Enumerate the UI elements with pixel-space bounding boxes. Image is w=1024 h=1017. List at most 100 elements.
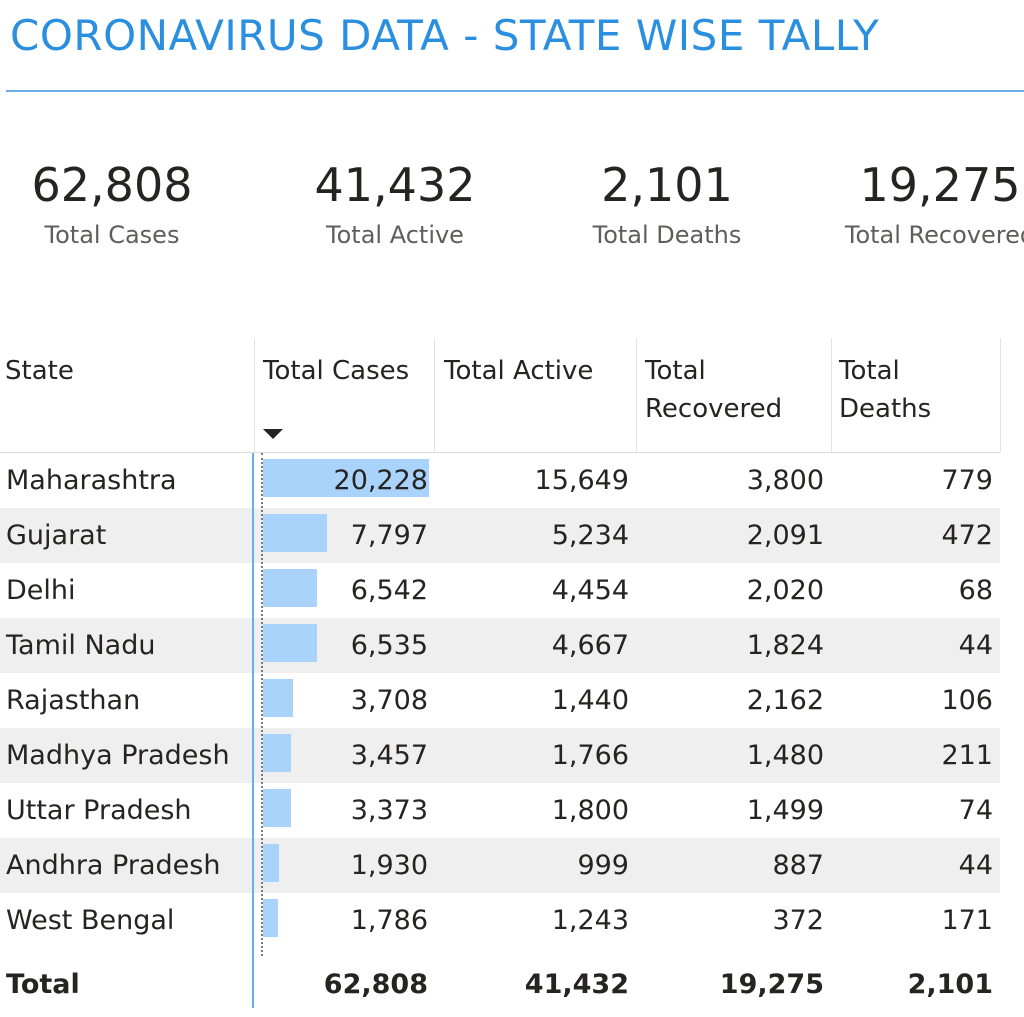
total-deaths-value: 472 <box>941 520 993 551</box>
cases-data-bar <box>263 569 317 607</box>
total-cases-value: 7,797 <box>350 520 428 551</box>
table-row[interactable]: Uttar Pradesh 3,373 1,800 1,499 74 <box>0 783 1000 838</box>
state-name: Uttar Pradesh <box>6 795 192 826</box>
column-header-label: State <box>5 356 74 386</box>
total-active-value: 4,454 <box>551 575 629 606</box>
total-cases-value: 3,457 <box>350 740 428 771</box>
column-selection-line <box>252 453 254 1008</box>
table-row[interactable]: West Bengal 1,786 1,243 372 171 <box>0 893 1000 948</box>
column-header-label: Total <box>645 356 706 386</box>
state-name: Madhya Pradesh <box>6 740 230 771</box>
total-cases-value: 1,786 <box>350 905 428 936</box>
kpi-value: 41,432 <box>314 158 476 212</box>
kpi-label: Total Recovered <box>844 221 1024 249</box>
kpi-value: 19,275 <box>859 158 1021 212</box>
column-divider[interactable] <box>831 338 832 452</box>
total-deaths-value: 44 <box>958 630 993 661</box>
column-header-label: Deaths <box>839 394 932 424</box>
state-name: West Bengal <box>6 905 175 936</box>
total-cases-value: 20,228 <box>333 465 428 496</box>
total-cases-value: 3,708 <box>350 685 428 716</box>
total-active-value: 1,243 <box>551 905 629 936</box>
column-divider[interactable] <box>434 338 435 452</box>
total-cases-value: 6,542 <box>350 575 428 606</box>
table-row[interactable]: Andhra Pradesh 1,930 999 887 44 <box>0 838 1000 893</box>
state-name: Delhi <box>6 575 76 606</box>
table-row[interactable]: Madhya Pradesh 3,457 1,766 1,480 211 <box>0 728 1000 783</box>
column-header-state[interactable]: State <box>5 338 245 453</box>
column-header-label: Total <box>839 356 900 386</box>
total-recovered-value: 1,499 <box>746 795 824 826</box>
table-row[interactable]: Delhi 6,542 4,454 2,020 68 <box>0 563 1000 618</box>
total-recovered-value: 19,275 <box>719 969 824 1000</box>
total-active-value: 41,432 <box>524 969 629 1000</box>
sort-descending-icon[interactable] <box>263 429 283 439</box>
total-cases-value: 62,808 <box>323 969 428 1000</box>
total-active-value: 999 <box>577 850 629 881</box>
total-active-value: 1,766 <box>551 740 629 771</box>
cases-data-bar <box>263 514 327 552</box>
kpi-total-active: 41,432 Total Active <box>265 155 525 249</box>
total-cases-value: 3,373 <box>350 795 428 826</box>
table-row[interactable]: Gujarat 7,797 5,234 2,091 472 <box>0 508 1000 563</box>
column-divider <box>1000 338 1001 452</box>
header-divider <box>0 452 1000 453</box>
cases-data-bar <box>263 624 317 662</box>
kpi-value: 2,101 <box>601 158 733 212</box>
cases-data-bar <box>263 899 278 937</box>
title-divider <box>6 90 1024 92</box>
total-recovered-value: 2,020 <box>746 575 824 606</box>
column-divider[interactable] <box>636 338 637 452</box>
total-recovered-value: 372 <box>772 905 824 936</box>
total-deaths-value: 171 <box>941 905 993 936</box>
state-name: Tamil Nadu <box>6 630 156 661</box>
table-row[interactable]: Tamil Nadu 6,535 4,667 1,824 44 <box>0 618 1000 673</box>
total-deaths-value: 106 <box>941 685 993 716</box>
column-divider[interactable] <box>254 338 255 452</box>
cases-data-bar <box>263 789 291 827</box>
column-header-total-cases[interactable]: Total Cases <box>263 338 433 453</box>
column-header-total-active[interactable]: Total Active <box>444 338 634 453</box>
state-name: Maharashtra <box>6 465 177 496</box>
total-deaths-value: 74 <box>958 795 993 826</box>
total-deaths-value: 211 <box>941 740 993 771</box>
cases-data-bar <box>263 679 293 717</box>
kpi-total-cases: 62,808 Total Cases <box>0 155 242 249</box>
state-name: Rajasthan <box>6 685 141 716</box>
kpi-total-recovered: 19,275 Total Recovered <box>810 155 1024 249</box>
total-cases-value: 1,930 <box>350 850 428 881</box>
total-recovered-value: 1,824 <box>746 630 824 661</box>
total-deaths-value: 2,101 <box>907 969 993 1000</box>
column-resize-guide <box>261 453 263 956</box>
kpi-label: Total Active <box>326 221 464 249</box>
kpi-total-deaths: 2,101 Total Deaths <box>537 155 797 249</box>
total-active-value: 15,649 <box>534 465 629 496</box>
column-header-label: Total Active <box>444 356 594 386</box>
state-name: Gujarat <box>6 520 107 551</box>
column-header-label: Total Cases <box>263 356 410 386</box>
total-deaths-value: 779 <box>941 465 993 496</box>
state-table: State Total Cases Total Active Total Rec… <box>0 338 1024 1017</box>
total-recovered-value: 1,480 <box>746 740 824 771</box>
total-active-value: 4,667 <box>551 630 629 661</box>
total-recovered-value: 887 <box>772 850 824 881</box>
total-row: Total 62,808 41,432 19,275 2,101 <box>0 955 1000 1010</box>
page-title: CORONAVIRUS DATA - STATE WISE TALLY <box>10 11 880 60</box>
total-recovered-value: 2,162 <box>746 685 824 716</box>
table-row[interactable]: Rajasthan 3,708 1,440 2,162 106 <box>0 673 1000 728</box>
column-header-total-deaths[interactable]: Total Deaths <box>839 338 999 453</box>
cases-data-bar <box>263 459 429 497</box>
total-recovered-value: 2,091 <box>746 520 824 551</box>
table-row[interactable]: Maharashtra 20,228 15,649 3,800 779 <box>0 453 1000 508</box>
cases-data-bar <box>263 734 291 772</box>
total-active-value: 1,800 <box>551 795 629 826</box>
total-label: Total <box>6 969 80 1000</box>
total-active-value: 1,440 <box>551 685 629 716</box>
kpi-value: 62,808 <box>31 158 193 212</box>
total-recovered-value: 3,800 <box>746 465 824 496</box>
total-deaths-value: 68 <box>958 575 993 606</box>
column-header-label: Recovered <box>645 394 783 424</box>
cases-data-bar <box>263 844 279 882</box>
column-header-total-recovered[interactable]: Total Recovered <box>645 338 830 453</box>
